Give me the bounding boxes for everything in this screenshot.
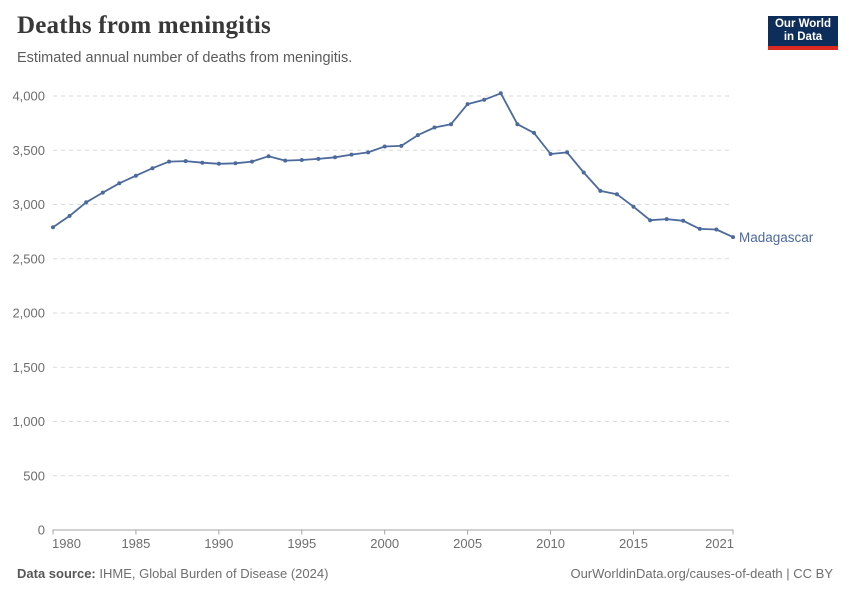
y-axis-label: 2,500 — [12, 251, 45, 266]
y-axis-label: 2,000 — [12, 306, 45, 321]
data-point[interactable] — [266, 154, 271, 159]
data-point[interactable] — [498, 91, 503, 96]
data-point[interactable] — [150, 166, 155, 171]
x-axis-label: 2010 — [536, 536, 565, 551]
owid-logo-line2: in Data — [783, 31, 823, 43]
data-point[interactable] — [100, 190, 105, 195]
data-source-text: Data source: IHME, Global Burden of Dise… — [17, 566, 328, 581]
gridlines — [53, 95, 733, 477]
x-axis-label: 1985 — [121, 536, 150, 551]
data-point[interactable] — [581, 170, 586, 175]
data-point[interactable] — [515, 122, 520, 127]
x-axis-label: 1990 — [204, 536, 233, 551]
data-points[interactable] — [51, 91, 735, 240]
data-point[interactable] — [117, 181, 122, 186]
y-axis-label: 4,000 — [12, 89, 45, 104]
data-point[interactable] — [200, 160, 205, 165]
y-axis-label: 3,500 — [12, 143, 45, 158]
data-point[interactable] — [565, 150, 570, 155]
owid-logo-line1: Our World — [774, 18, 831, 30]
data-source-label: Data source: — [17, 566, 96, 581]
data-point[interactable] — [631, 204, 636, 209]
x-axis-label: 2015 — [619, 536, 648, 551]
owid-logo: Our World in Data — [768, 16, 838, 50]
data-point[interactable] — [598, 188, 603, 193]
data-point[interactable] — [216, 161, 221, 166]
y-axis-label: 1,000 — [12, 414, 45, 429]
owid-logo-text: Our World in Data — [768, 16, 838, 46]
data-point[interactable] — [250, 159, 254, 164]
data-point[interactable] — [316, 156, 321, 161]
data-source-value: IHME, Global Burden of Disease (2024) — [95, 566, 329, 581]
data-point[interactable] — [731, 235, 735, 240]
page-title: Deaths from meningitis — [17, 12, 271, 39]
data-point[interactable] — [167, 159, 172, 164]
page-subtitle: Estimated annual number of deaths from m… — [17, 50, 353, 66]
data-point[interactable] — [67, 213, 72, 218]
y-axis-label: 500 — [23, 468, 45, 483]
data-point[interactable] — [482, 97, 487, 102]
x-axis-label: 2005 — [453, 536, 482, 551]
data-point[interactable] — [299, 158, 304, 162]
data-point[interactable] — [349, 152, 354, 157]
data-point[interactable] — [415, 133, 420, 138]
y-axis-label: 1,500 — [12, 360, 45, 375]
data-point[interactable] — [399, 143, 404, 148]
data-point[interactable] — [51, 225, 55, 230]
x-axis-label: 1980 — [52, 536, 81, 551]
x-axis-label: 2000 — [370, 536, 399, 551]
data-point[interactable] — [681, 218, 686, 223]
x-axis-labels: 1980 1985 1990 1995 2000 2005 2010 2015 2021 — [52, 536, 734, 551]
x-axis — [52, 529, 734, 535]
data-point[interactable] — [133, 173, 138, 178]
data-point[interactable] — [449, 122, 453, 127]
y-axis-label: 0 — [38, 523, 45, 538]
credit-url: OurWorldinData.org/causes-of-death | CC … — [570, 566, 833, 581]
data-point[interactable] — [233, 161, 238, 166]
y-axis-labels: 0 500 1,000 1,500 2,000 2,500 3,000 3,500 4,000 — [12, 89, 45, 538]
x-axis-label: 2021 — [705, 536, 734, 551]
data-point[interactable] — [366, 150, 371, 155]
data-point[interactable] — [697, 226, 702, 231]
x-axis-label: 1995 — [287, 536, 316, 551]
series-label-madagascar[interactable]: Madagascar — [739, 230, 814, 245]
data-point[interactable] — [648, 218, 653, 223]
data-point[interactable] — [532, 130, 536, 135]
data-point[interactable] — [664, 217, 669, 222]
data-point[interactable] — [183, 159, 188, 164]
chart-footer: Data source: IHME, Global Burden of Dise… — [17, 566, 833, 581]
owid-logo-accent-bar — [768, 46, 838, 50]
y-axis-label: 3,000 — [12, 197, 45, 212]
data-point[interactable] — [465, 102, 470, 107]
data-point[interactable] — [382, 144, 387, 149]
data-point[interactable] — [614, 192, 619, 197]
data-point[interactable] — [432, 125, 437, 130]
data-point[interactable] — [84, 200, 89, 205]
data-point[interactable] — [283, 158, 288, 163]
data-point[interactable] — [548, 152, 553, 156]
data-point[interactable] — [333, 155, 337, 160]
data-point[interactable] — [714, 227, 719, 232]
data-line[interactable] — [52, 92, 734, 238]
